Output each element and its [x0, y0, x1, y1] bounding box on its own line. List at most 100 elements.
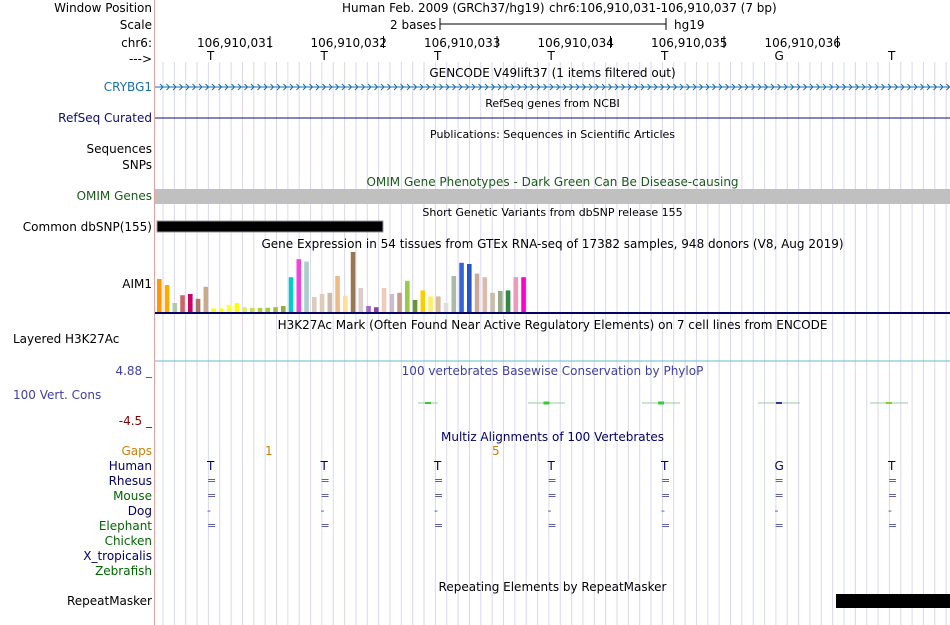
- dbsnp-track-title[interactable]: Short Genetic Variants from dbSNP releas…: [422, 206, 683, 219]
- repeatmasker-track-label[interactable]: RepeatMasker: [66, 594, 152, 608]
- alignment-base: =: [888, 489, 898, 502]
- sequences-track-label[interactable]: Sequences: [86, 142, 152, 156]
- track-label-divider: [154, 0, 155, 625]
- gene-strand-arrow: [926, 83, 931, 91]
- gene-strand-arrow: [179, 83, 184, 91]
- chrom-label: chr6:: [121, 36, 152, 50]
- publications-track-title[interactable]: Publications: Sequences in Scientific Ar…: [430, 128, 675, 141]
- species-label[interactable]: Rhesus: [108, 474, 152, 488]
- alignment-base: =: [547, 519, 557, 532]
- gene-strand-arrow: [829, 83, 834, 91]
- gene-strand-arrow: [900, 83, 905, 91]
- phylop-score-mark: [886, 402, 892, 404]
- alignment-base: =: [207, 519, 217, 532]
- omim-track-label[interactable]: OMIM Genes: [76, 189, 152, 203]
- gene-strand-arrow: [328, 83, 333, 91]
- species-label[interactable]: Dog: [127, 504, 152, 518]
- phylop-track-title[interactable]: 100 vertebrates Basewise Conservation by…: [401, 364, 704, 378]
- snps-track-label[interactable]: SNPs: [122, 158, 152, 172]
- h3k27ac-track-label[interactable]: Layered H3K27Ac: [13, 332, 120, 346]
- alignment-base: =: [661, 474, 671, 487]
- gene-strand-arrow: [283, 83, 288, 91]
- gtex-track-title[interactable]: Gene Expression in 54 tissues from GTEx …: [261, 237, 844, 251]
- gene-strand-arrow: [341, 83, 346, 91]
- gene-label-crybg1[interactable]: CRYBG1: [103, 80, 152, 94]
- gtex-tissue-bar: [172, 303, 178, 312]
- gene-strand-arrow: [185, 83, 190, 91]
- alignment-base: =: [661, 489, 671, 502]
- gene-strand-arrow: [432, 83, 437, 91]
- h3k27ac-track-title[interactable]: H3K27Ac Mark (Often Found Near Active Re…: [277, 318, 828, 332]
- gene-strand-arrow: [647, 83, 652, 91]
- gene-strand-arrow: [536, 83, 541, 91]
- alignment-base: =: [547, 489, 557, 502]
- gtex-tissue-bar: [164, 285, 170, 312]
- alignment-base: -: [434, 504, 438, 517]
- gene-strand-arrow: [634, 83, 639, 91]
- phylop-max-label: 4.88 _: [115, 364, 152, 378]
- gtex-tissue-bar: [203, 286, 209, 312]
- gtex-tissue-bar: [521, 277, 526, 312]
- refseq-track-label[interactable]: RefSeq Curated: [58, 111, 152, 125]
- multiz-track-title[interactable]: Multiz Alignments of 100 Vertebrates: [440, 430, 665, 444]
- gtex-tissue-bar: [505, 290, 511, 312]
- gene-strand-arrow: [257, 83, 262, 91]
- gene-strand-arrow: [855, 83, 860, 91]
- base-letter: T: [320, 49, 328, 63]
- scale-assembly: hg19: [674, 18, 705, 32]
- gene-strand-arrow: [764, 83, 769, 91]
- gene-strand-arrow: [933, 83, 938, 91]
- coordinate-label: 106,910,031: [197, 36, 274, 50]
- species-label[interactable]: Human: [108, 459, 152, 473]
- gene-strand-arrow: [738, 83, 743, 91]
- species-label[interactable]: Mouse: [113, 489, 152, 503]
- gtex-track-label[interactable]: AIM1: [122, 277, 152, 291]
- gene-strand-arrow: [679, 83, 684, 91]
- gtex-tissue-bar: [242, 307, 247, 312]
- omim-phenotype-bar: [155, 189, 950, 204]
- species-label[interactable]: Zebrafish: [95, 564, 152, 578]
- gtex-tissue-bar: [350, 252, 356, 312]
- gene-strand-arrow: [452, 83, 457, 91]
- gene-strand-arrow: [907, 83, 912, 91]
- gtex-tissue-bar: [490, 292, 495, 312]
- gene-strand-arrow: [842, 83, 847, 91]
- gene-strand-arrow: [439, 83, 444, 91]
- omim-track-title[interactable]: OMIM Gene Phenotypes - Dark Green Can Be…: [366, 175, 739, 189]
- phylop-score-mark: [425, 402, 431, 404]
- alignment-base: -: [547, 504, 552, 517]
- gene-strand-arrow: [549, 83, 554, 91]
- phylop-score-mark: [658, 401, 664, 405]
- gene-strand-arrow: [211, 83, 216, 91]
- species-label[interactable]: X_tropicalis: [83, 549, 152, 563]
- repeatmasker-track-title[interactable]: Repeating Elements by RepeatMasker: [438, 580, 667, 594]
- species-label[interactable]: Elephant: [98, 519, 152, 533]
- coordinate-label: 106,910,033: [424, 36, 501, 50]
- phylop-track-label[interactable]: 100 Vert. Cons: [13, 388, 102, 402]
- alignment-base: =: [320, 519, 330, 532]
- gene-strand-arrow: [731, 83, 736, 91]
- gtex-tissue-bar: [257, 307, 263, 312]
- alignment-base: T: [320, 459, 328, 473]
- dbsnp-track-label[interactable]: Common dbSNP(155): [22, 220, 152, 234]
- gene-strand-arrow: [673, 83, 678, 91]
- gene-strand-arrow: [400, 83, 405, 91]
- gene-strand-arrow: [517, 83, 522, 91]
- gene-strand-arrow: [172, 83, 177, 91]
- gene-strand-arrow: [939, 83, 944, 91]
- gene-strand-arrow: [478, 83, 483, 91]
- base-letter: T: [207, 49, 215, 63]
- gene-strand-arrow: [263, 83, 268, 91]
- refseq-track-title[interactable]: RefSeq genes from NCBI: [485, 97, 620, 110]
- species-label[interactable]: Chicken: [104, 534, 152, 548]
- gtex-tissue-bar: [281, 306, 286, 312]
- gene-strand-arrow: [751, 83, 756, 91]
- base-letter: G: [774, 49, 784, 63]
- gencode-track-title[interactable]: GENCODE V49lift37 (1 items filtered out): [429, 66, 676, 80]
- gtex-tissue-bar: [335, 276, 340, 312]
- gene-strand-arrow: [244, 83, 249, 91]
- gtex-tissue-bar: [234, 303, 240, 312]
- alignment-base: =: [774, 519, 784, 532]
- coordinate-label: 106,910,035: [651, 36, 728, 50]
- gene-strand-arrow: [471, 83, 476, 91]
